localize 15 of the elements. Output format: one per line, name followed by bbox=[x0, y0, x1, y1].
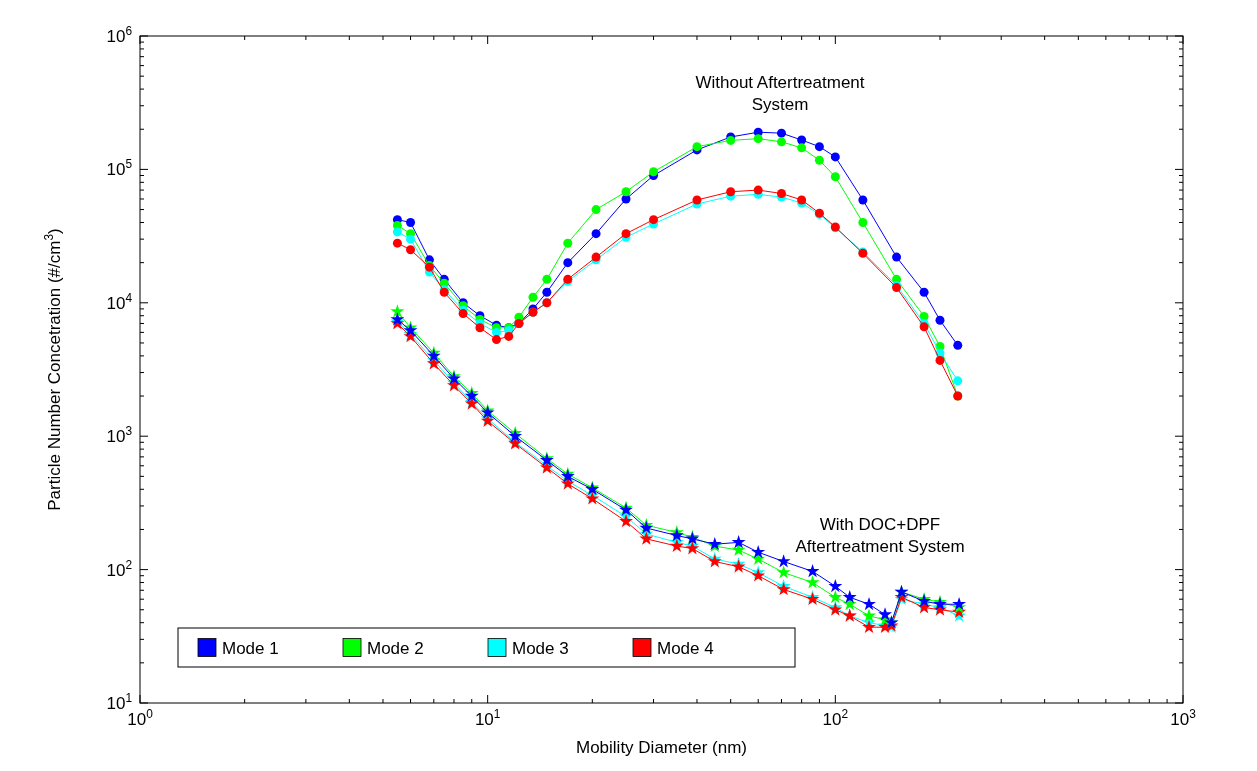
legend-label: Mode 2 bbox=[367, 638, 424, 658]
y-tick-label: 10$^{3}$ bbox=[106, 424, 133, 447]
x-tick-label: 10$^{3}$ bbox=[1170, 707, 1197, 729]
annotation: Without Aftertreatment System bbox=[695, 73, 865, 114]
x-tick-label: 10$^{2}$ bbox=[822, 707, 849, 729]
legend-label: Mode 4 bbox=[657, 638, 714, 658]
y-tick-label: 10$^{4}$ bbox=[106, 290, 133, 313]
x-tick-label: 10$^{1}$ bbox=[474, 707, 501, 729]
y-tick-label: 10$^{6}$ bbox=[106, 24, 133, 46]
x-axis-title: Mobility Diameter (nm) bbox=[576, 738, 747, 757]
annotation: With DOC+DPF Aftertreatment System bbox=[795, 515, 965, 556]
legend-label: Mode 3 bbox=[512, 638, 569, 658]
y-tick-label: 10$^{2}$ bbox=[106, 557, 133, 580]
legend-label: Mode 1 bbox=[222, 638, 279, 658]
y-tick-label: 10$^{5}$ bbox=[106, 157, 133, 180]
